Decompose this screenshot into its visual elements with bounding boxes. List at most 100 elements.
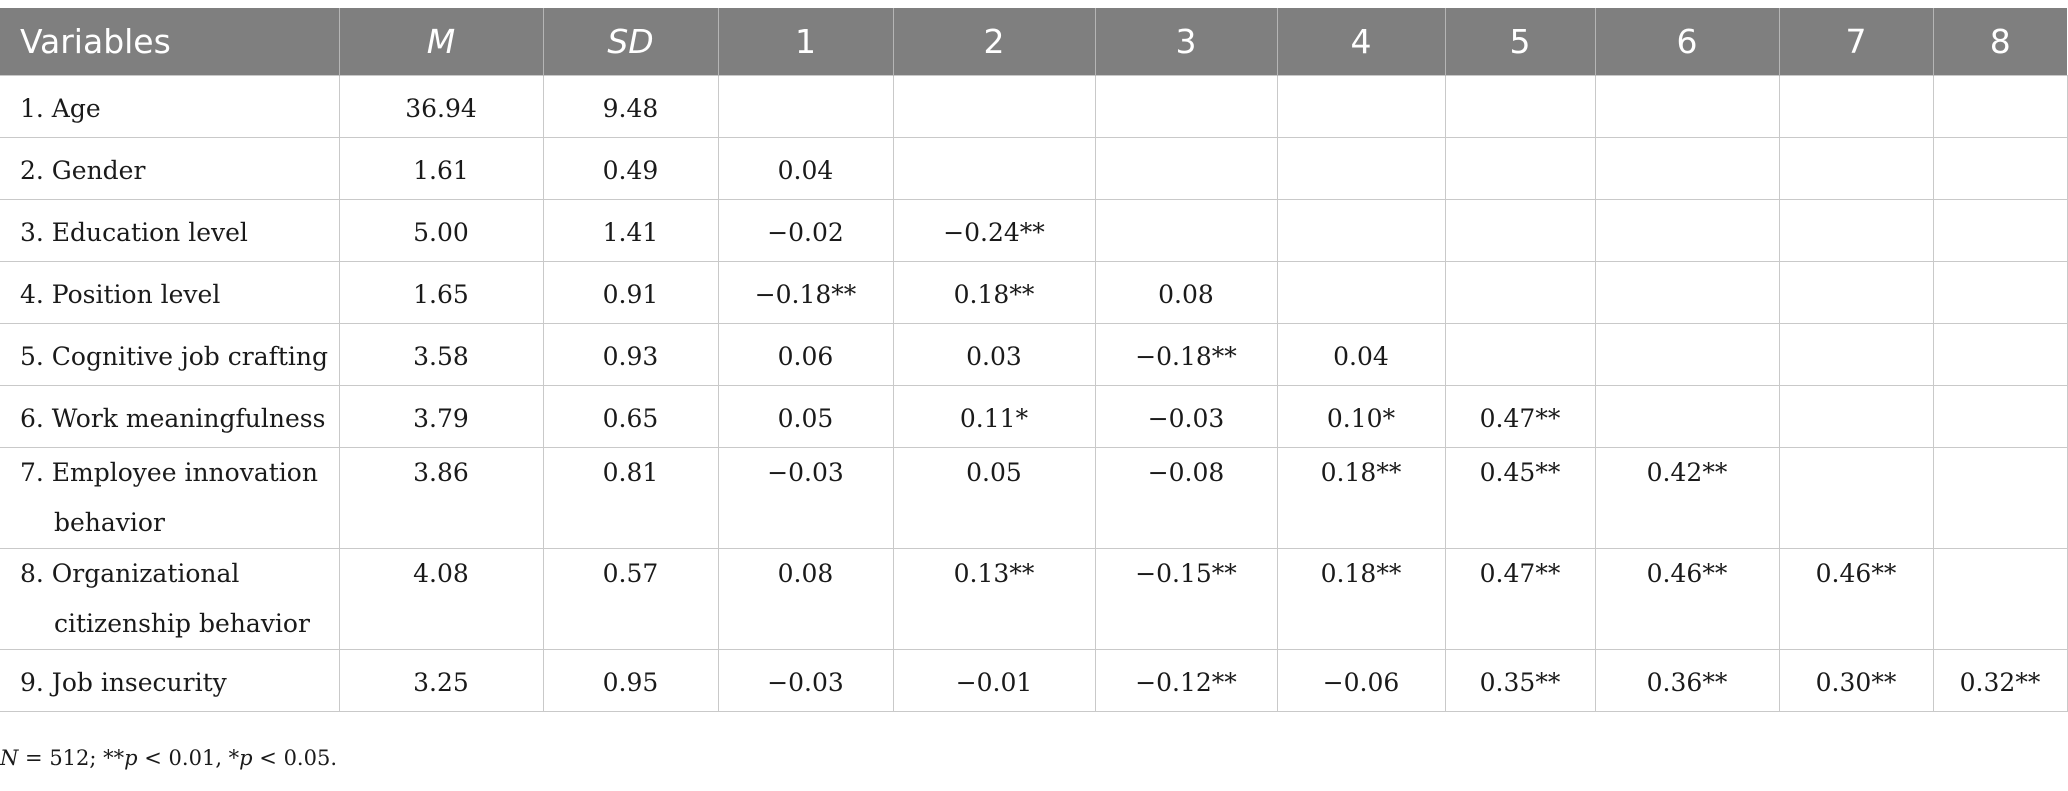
cell-corr-2: 0.13**: [892, 548, 1096, 650]
table-row: 9. Job insecurity 3.25 0.95 −0.03 −0.01 −0.12…: [0, 649, 2068, 712]
cell-corr-7: [1778, 323, 1934, 386]
cell-corr-4: 0.10*: [1276, 385, 1446, 448]
cell-corr-6: [1594, 137, 1780, 200]
cell-corr-2: [892, 137, 1096, 200]
variable-label-cell: 2. Gender: [0, 137, 340, 200]
cell-mean: 3.86: [338, 447, 544, 549]
correlation-table: Variables M SD 1 2 3 4 5 6 7 8 1. Age 36.…: [0, 8, 2068, 712]
cell-corr-5: 0.35**: [1444, 649, 1596, 712]
correlation-table-container: Variables M SD 1 2 3 4 5 6 7 8 1. Age 36.…: [0, 8, 2068, 712]
header-col-3: 3: [1094, 8, 1277, 76]
variable-label: 3. Education level: [20, 218, 248, 247]
header-col-7: 7: [1778, 8, 1933, 76]
cell-corr-2: −0.01: [892, 649, 1096, 712]
cell-corr-8: [1932, 137, 2068, 200]
cell-corr-5: [1444, 261, 1596, 324]
variable-label-cell: 7. Employee innovation behavior: [0, 447, 340, 549]
cell-corr-8: [1932, 75, 2068, 138]
cell-corr-6: [1594, 261, 1780, 324]
cell-corr-3: −0.12**: [1094, 649, 1278, 712]
table-row: 3. Education level 5.00 1.41 −0.02 −0.24**: [0, 199, 2068, 262]
table-row: 1. Age 36.94 9.48: [0, 75, 2068, 138]
header-col-4: 4: [1276, 8, 1445, 76]
cell-corr-6: [1594, 385, 1780, 448]
variable-label: 9. Job insecurity: [20, 668, 227, 697]
cell-corr-7: [1778, 261, 1934, 324]
cell-corr-6: 0.42**: [1594, 447, 1780, 549]
variable-label-continuation: behavior: [54, 508, 165, 537]
cell-corr-5: 0.47**: [1444, 548, 1596, 650]
cell-corr-3: 0.08: [1094, 261, 1278, 324]
table-row: 7. Employee innovation behavior 3.86 0.81 −0…: [0, 447, 2068, 549]
cell-corr-6: 0.36**: [1594, 649, 1780, 712]
variable-label-cell: 8. Organizational citizenship behavior: [0, 548, 340, 650]
table-footnote: N = 512; **p < 0.01, *p < 0.05.: [0, 746, 337, 770]
cell-sd: 0.81: [542, 447, 719, 549]
cell-mean: 3.25: [338, 649, 544, 712]
cell-corr-4: 0.04: [1276, 323, 1446, 386]
cell-corr-5: 0.45**: [1444, 447, 1596, 549]
cell-corr-1: [717, 75, 894, 138]
cell-corr-8: [1932, 199, 2068, 262]
variable-label: 5. Cognitive job crafting: [20, 342, 328, 371]
cell-corr-1: 0.04: [717, 137, 894, 200]
cell-corr-7: [1778, 447, 1934, 549]
cell-corr-8: [1932, 447, 2068, 549]
cell-corr-4: −0.06: [1276, 649, 1446, 712]
header-variables: Variables: [0, 8, 339, 76]
cell-corr-2: −0.24**: [892, 199, 1096, 262]
cell-mean: 1.61: [338, 137, 544, 200]
header-sd: SD: [542, 8, 718, 76]
cell-corr-3: [1094, 199, 1278, 262]
header-col-8: 8: [1932, 8, 2067, 76]
note-p1-symbol: p: [124, 746, 138, 770]
cell-corr-6: [1594, 323, 1780, 386]
cell-corr-2: 0.18**: [892, 261, 1096, 324]
header-col-1: 1: [717, 8, 893, 76]
variable-label-cell: 9. Job insecurity: [0, 649, 340, 712]
cell-corr-1: 0.05: [717, 385, 894, 448]
cell-corr-6: [1594, 199, 1780, 262]
cell-corr-3: −0.03: [1094, 385, 1278, 448]
cell-corr-5: [1444, 199, 1596, 262]
variable-label-cell: 1. Age: [0, 75, 340, 138]
table-row: 8. Organizational citizenship behavior 4.0…: [0, 548, 2068, 650]
cell-corr-5: 0.47**: [1444, 385, 1596, 448]
cell-corr-7: [1778, 75, 1934, 138]
cell-corr-3: [1094, 137, 1278, 200]
cell-mean: 1.65: [338, 261, 544, 324]
cell-corr-1: 0.06: [717, 323, 894, 386]
variable-label-cell: 5. Cognitive job crafting: [0, 323, 340, 386]
cell-corr-2: 0.11*: [892, 385, 1096, 448]
note-n-text: = 512; **: [18, 746, 125, 770]
cell-sd: 0.57: [542, 548, 719, 650]
variable-label: 6. Work meaningfulness: [20, 404, 326, 433]
cell-corr-1: −0.03: [717, 649, 894, 712]
cell-corr-7: 0.30**: [1778, 649, 1934, 712]
cell-corr-7: [1778, 385, 1934, 448]
note-p2-symbol: p: [239, 746, 253, 770]
variable-label: 2. Gender: [20, 156, 146, 185]
cell-corr-2: 0.05: [892, 447, 1096, 549]
cell-corr-4: [1276, 137, 1446, 200]
cell-mean: 3.58: [338, 323, 544, 386]
variable-label: 4. Position level: [20, 280, 221, 309]
cell-corr-4: 0.18**: [1276, 548, 1446, 650]
variable-label-cell: 6. Work meaningfulness: [0, 385, 340, 448]
cell-mean: 36.94: [338, 75, 544, 138]
cell-corr-8: [1932, 385, 2068, 448]
cell-sd: 1.41: [542, 199, 719, 262]
cell-corr-3: −0.15**: [1094, 548, 1278, 650]
header-mean: M: [338, 8, 543, 76]
table-body: 1. Age 36.94 9.48 2. Gender 1.61 0.49 0.04 3. E…: [0, 75, 2068, 712]
cell-mean: 4.08: [338, 548, 544, 650]
cell-sd: 9.48: [542, 75, 719, 138]
table-row: 5. Cognitive job crafting 3.58 0.93 0.06 0.0…: [0, 323, 2068, 386]
cell-sd: 0.95: [542, 649, 719, 712]
table-header-row: Variables M SD 1 2 3 4 5 6 7 8: [0, 8, 2067, 76]
cell-corr-4: [1276, 199, 1446, 262]
cell-corr-3: [1094, 75, 1278, 138]
cell-corr-3: −0.08: [1094, 447, 1278, 549]
header-col-6: 6: [1594, 8, 1779, 76]
variable-label: 7. Employee innovation: [20, 458, 318, 487]
